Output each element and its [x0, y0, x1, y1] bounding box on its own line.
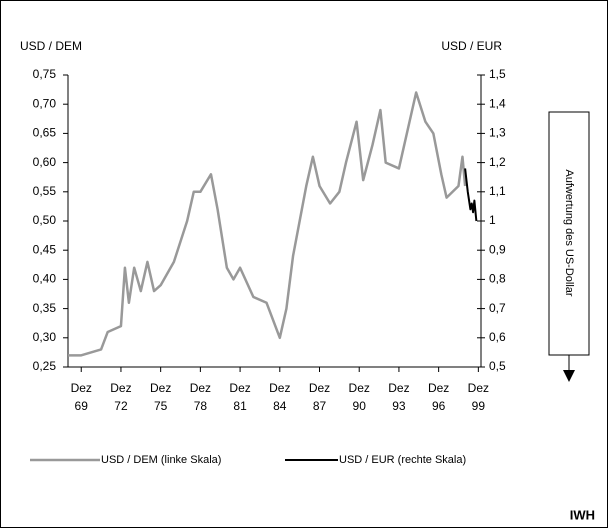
y-tick-label: 0,30	[33, 330, 57, 344]
y-tick-label: 0,70	[33, 96, 57, 110]
x-tick-label: Dez 90	[349, 381, 370, 413]
y2-tick-label: 0,9	[489, 242, 506, 256]
x-tick-label: Dez 93	[388, 381, 409, 413]
y-tick-label: 0,65	[33, 126, 57, 140]
y2-tick-label: 0,6	[489, 330, 506, 344]
x-tick-label: Dez 87	[309, 381, 330, 413]
y-tick-label: 0,55	[33, 184, 57, 198]
y2-tick-label: 1,5	[489, 67, 506, 81]
y2-tick-label: 1	[489, 213, 496, 227]
x-tick-label: Dez 84	[269, 381, 290, 413]
data-line	[68, 91, 467, 357]
x-tick-label: Dez 96	[428, 381, 449, 413]
y-tick-label: 0,35	[33, 301, 57, 315]
y-tick-label: 0,45	[33, 242, 57, 256]
x-tick-label: Dez 99	[468, 381, 489, 413]
x-tick-label: Dez 72	[110, 381, 131, 413]
annotation-box	[548, 111, 590, 356]
data-line	[464, 168, 478, 222]
y2-tick-label: 1,2	[489, 155, 506, 169]
y2-tick-label: 1,4	[489, 96, 506, 110]
y-tick-label: 0,60	[33, 155, 57, 169]
annotation: Aufwertung des US-Dollar	[563, 169, 575, 297]
legend-label: USD / EUR (rechte Skala)	[339, 454, 466, 466]
y2-axis-label: USD / EUR	[441, 39, 502, 53]
y2-tick-label: 0,8	[489, 272, 506, 286]
x-tick-label: Dez 69	[71, 381, 92, 413]
y-tick-label: 0,40	[33, 272, 57, 286]
y2-tick-label: 0,7	[489, 301, 506, 315]
y-tick-label: 0,25	[33, 359, 57, 373]
x-tick-label: Dez 75	[150, 381, 171, 413]
x-tick-label: Dez 81	[229, 381, 250, 413]
y2-tick-label: 1,3	[489, 126, 506, 140]
legend-label: USD / DEM (linke Skala)	[101, 454, 221, 466]
y2-tick-label: 0,5	[489, 359, 506, 373]
y2-tick-label: 1,1	[489, 184, 506, 198]
y-tick-label: 0,50	[33, 213, 57, 227]
x-tick-label: Dez 78	[190, 381, 211, 413]
y-tick-label: 0,75	[33, 67, 57, 81]
y-axis-label: USD / DEM	[20, 39, 82, 53]
arrow-head	[563, 370, 575, 382]
source: IWH	[570, 507, 595, 522]
